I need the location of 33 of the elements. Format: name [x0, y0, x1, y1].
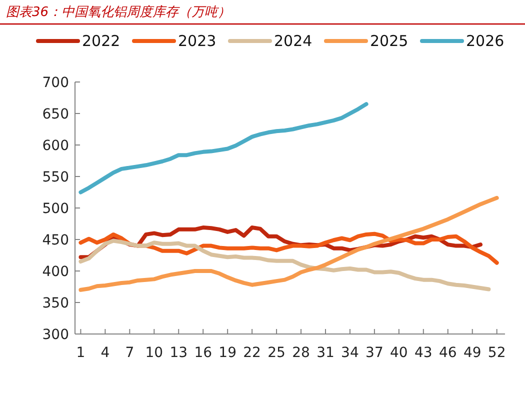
- title: 图表36：中国氧化铝周度库存（万吨）: [6, 5, 231, 20]
- y-tick-label: 550: [42, 170, 69, 186]
- x-tick-label: 7: [125, 345, 134, 361]
- y-tick-label: 600: [42, 138, 69, 154]
- x-tick-label: 22: [243, 345, 261, 361]
- x-tick-label: 40: [390, 345, 408, 361]
- x-tick-label: 52: [488, 345, 506, 361]
- legend-label: 2022: [82, 32, 120, 50]
- x-tick-label: 28: [292, 345, 310, 361]
- y-tick-label: 300: [42, 327, 69, 343]
- legend-label: 2026: [466, 32, 504, 50]
- y-tick-label: 350: [42, 296, 69, 312]
- y-tick-label: 500: [42, 201, 69, 217]
- x-tick-label: 19: [218, 345, 236, 361]
- x-tick-label: 49: [463, 345, 482, 361]
- x-tick-label: 46: [438, 345, 457, 361]
- x-tick-label: 25: [268, 345, 286, 361]
- x-tick-label: 4: [100, 345, 110, 361]
- x-tick-label: 13: [170, 345, 188, 361]
- y-tick-label: 700: [42, 75, 69, 91]
- legend-label: 2024: [274, 32, 312, 50]
- x-tick-label: 34: [341, 345, 359, 361]
- y-tick-label: 650: [42, 106, 69, 122]
- x-tick-label: 31: [316, 345, 334, 361]
- y-tick-label: 400: [42, 264, 69, 280]
- x-tick-label: 16: [194, 345, 212, 361]
- y-tick-label: 450: [42, 232, 69, 248]
- legend-label: 2025: [370, 32, 408, 50]
- x-tick-label: 43: [414, 345, 432, 361]
- x-tick-label: 37: [366, 345, 384, 361]
- x-tick-label: 1: [76, 345, 86, 361]
- legend-label: 2023: [178, 32, 216, 50]
- x-tick-label: 10: [145, 345, 164, 361]
